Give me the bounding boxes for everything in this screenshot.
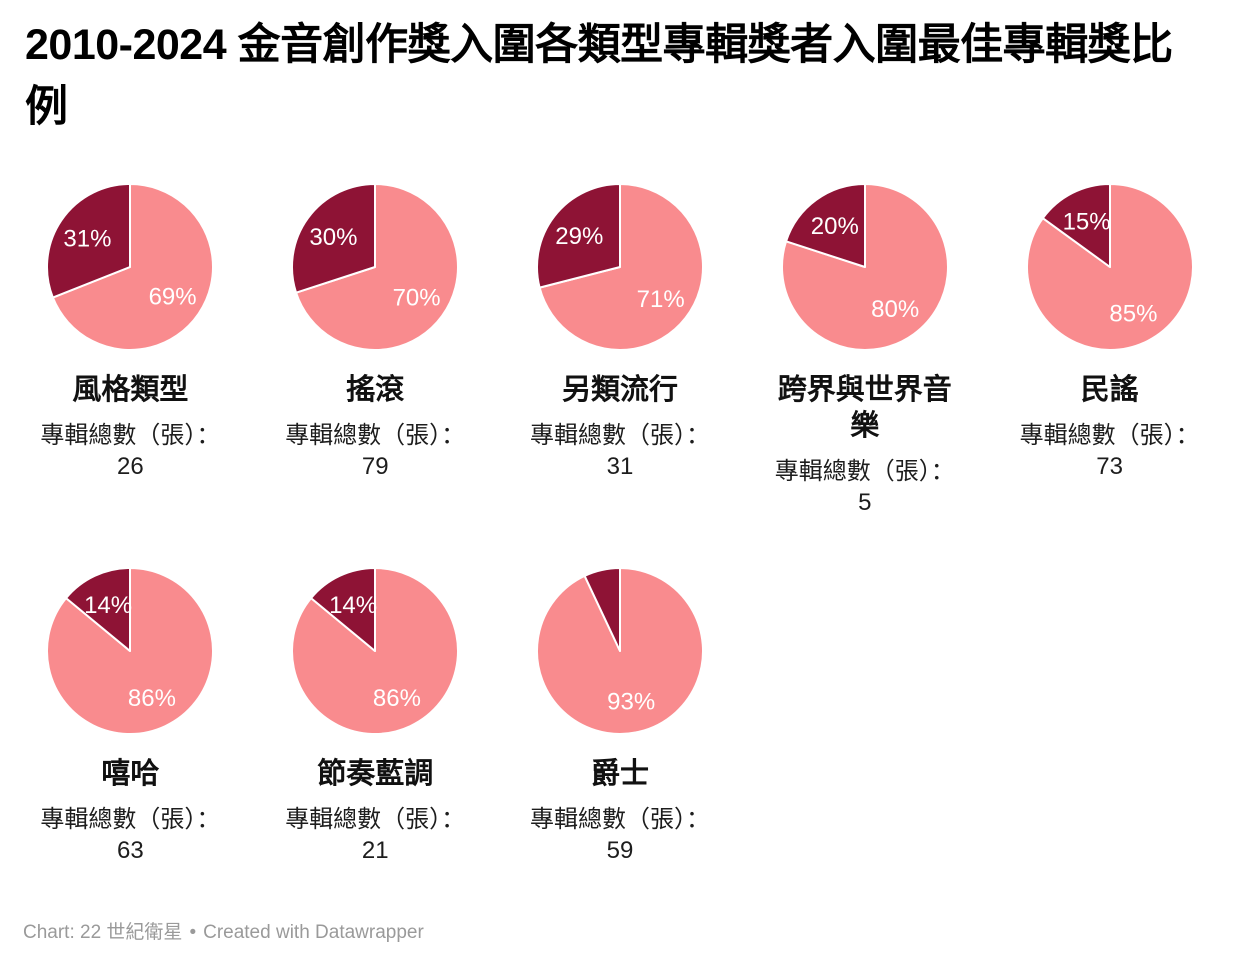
- pie-cell: 85% 15% 民謠 專輯總數（張）： 73: [987, 182, 1232, 518]
- slice-percentage-label: 93%: [607, 689, 655, 716]
- pie-slice-nominated_dark[interactable]: [310, 567, 377, 652]
- pie-chart[interactable]: 80% 20%: [780, 182, 950, 352]
- pie-cell: 86% 14% 節奏藍調 專輯總數（張）： 21: [253, 566, 498, 866]
- slice-percentage-label: 31%: [64, 226, 112, 253]
- album-total-label: 專輯總數（張）：: [529, 422, 710, 449]
- category-label: 民謠: [1080, 374, 1139, 406]
- album-total-value: 31: [606, 453, 634, 480]
- pie-slice-other_pink[interactable]: [295, 183, 460, 351]
- pie-chart[interactable]: 85% 15%: [1025, 182, 1195, 352]
- category-label: 風格類型: [72, 374, 189, 406]
- album-total-label: 專輯總數（張）：: [1019, 422, 1200, 449]
- pie-cell: 86% 14% 嘻哈 專輯總數（張）： 63: [8, 566, 253, 866]
- pie-chart[interactable]: 93%: [535, 566, 705, 736]
- slice-percentage-label: 15%: [1062, 209, 1110, 236]
- pie-chart[interactable]: 70% 30%: [290, 182, 460, 352]
- datawrapper-attribution-link[interactable]: Created with Datawrapper: [203, 922, 424, 943]
- slice-percentage-label: 85%: [1109, 300, 1157, 327]
- chart-footer: Chart: 22 世紀衛星 • Created with Datawrapper: [0, 920, 1240, 945]
- slice-percentage-label: 29%: [555, 223, 603, 250]
- album-total-label: 專輯總數（張）：: [285, 422, 466, 449]
- pie-chart[interactable]: 71% 29%: [535, 182, 705, 352]
- album-total-value: 73: [1096, 453, 1123, 480]
- pie-chart[interactable]: 86% 14%: [45, 566, 215, 736]
- pie-chart[interactable]: 69% 31%: [45, 182, 215, 352]
- album-total-value: 5: [858, 489, 872, 516]
- pie-slice-nominated_dark[interactable]: [65, 567, 132, 652]
- slice-percentage-label: 14%: [329, 592, 377, 619]
- album-total-label: 專輯總數（張）：: [529, 806, 710, 833]
- album-total-value: 63: [117, 837, 144, 864]
- chart-title-line2: 例: [25, 83, 68, 131]
- album-total-label: 專輯總數（張）：: [40, 806, 221, 833]
- album-total-value: 26: [117, 453, 144, 480]
- pie-grid: 69% 31% 風格類型 專輯總數（張）： 26 70% 30% 搖滾 專輯總數（張…: [0, 182, 1240, 866]
- slice-percentage-label: 30%: [310, 224, 358, 251]
- pie-slice-nominated_dark[interactable]: [1041, 183, 1111, 268]
- slice-percentage-label: 80%: [871, 296, 919, 323]
- pie-chart[interactable]: 86% 14%: [290, 566, 460, 736]
- pie-slice-nominated_dark[interactable]: [46, 183, 132, 299]
- category-label: 節奏藍調: [317, 758, 434, 790]
- pie-slice-nominated_dark[interactable]: [583, 567, 621, 652]
- chart-title-line1: 2010-2024 金音創作獎入圍各類型專輯獎者入圍最佳專輯獎比: [25, 21, 1173, 69]
- pie-slice-nominated_dark[interactable]: [784, 183, 866, 268]
- pie-cell: 71% 29% 另類流行 專輯總數（張）： 31: [498, 182, 743, 518]
- pie-cell: 80% 20% 跨界與世界音樂 專輯總數（張）： 5: [742, 182, 987, 518]
- slice-percentage-label: 86%: [128, 685, 176, 712]
- category-label: 跨界與世界音樂: [777, 374, 952, 442]
- album-total-label: 專輯總數（張）：: [40, 422, 221, 449]
- category-label: 另類流行: [561, 374, 678, 406]
- album-total-value: 79: [361, 453, 389, 480]
- album-total-label: 專輯總數（張）：: [285, 806, 466, 833]
- slice-percentage-label: 71%: [637, 286, 685, 313]
- album-total-value: 21: [361, 837, 389, 864]
- slice-percentage-label: 20%: [811, 213, 859, 240]
- slice-percentage-label: 14%: [84, 592, 132, 619]
- pie-slice-nominated_dark[interactable]: [291, 183, 377, 294]
- pie-slice-other_pink[interactable]: [52, 183, 215, 351]
- album-total-label: 專輯總數（張）：: [774, 458, 955, 485]
- slice-percentage-label: 86%: [373, 685, 421, 712]
- slice-percentage-label: 70%: [393, 285, 441, 312]
- slice-percentage-label: 69%: [149, 283, 197, 310]
- category-label: 嘻哈: [101, 758, 160, 790]
- pie-slice-other_pink[interactable]: [538, 183, 704, 351]
- category-label: 搖滾: [346, 374, 405, 406]
- footer-separator: •: [189, 922, 197, 943]
- pie-slice-nominated_dark[interactable]: [536, 183, 621, 289]
- category-label: 爵士: [590, 758, 649, 790]
- pie-cell: 69% 31% 風格類型 專輯總數（張）： 26: [8, 182, 253, 518]
- footer-credit: Chart: 22 世紀衛星: [23, 922, 183, 943]
- pie-cell: 93% 爵士 專輯總數（張）： 59: [498, 566, 743, 866]
- album-total-value: 59: [606, 837, 634, 864]
- chart-title: 2010-2024 金音創作獎入圍各類型專輯獎者入圍最佳專輯獎比 例: [0, 0, 1240, 138]
- pie-cell: 70% 30% 搖滾 專輯總數（張）： 79: [253, 182, 498, 518]
